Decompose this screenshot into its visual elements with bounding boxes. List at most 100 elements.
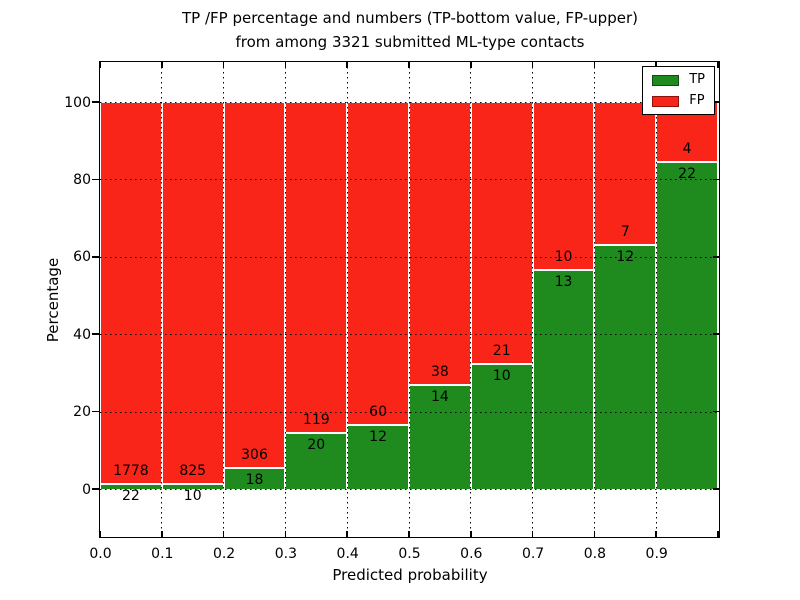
bar-fp — [347, 102, 409, 425]
x-tick-mark — [408, 62, 410, 68]
vertical-gridline — [284, 62, 286, 536]
bar-value-label-fp: 4 — [682, 140, 692, 157]
x-tick-mark — [655, 62, 657, 68]
bar-fp — [532, 102, 595, 271]
x-tick-mark — [222, 531, 225, 537]
vertical-gridline — [470, 62, 472, 536]
y-tick-mark — [92, 256, 99, 258]
bar-value-label-tp: 10 — [492, 368, 511, 385]
bar-value-label-fp: 7 — [620, 223, 630, 240]
legend-entry-fp: FP — [652, 94, 705, 108]
y-tick-label: 20 — [73, 404, 91, 421]
x-tick-label: 0.2 — [212, 546, 236, 562]
x-tick-label: 0.1 — [151, 546, 174, 562]
y-tick-mark — [92, 488, 99, 490]
y-tick-mark — [713, 256, 719, 258]
bar-value-label-fp: 60 — [369, 403, 387, 420]
x-tick-mark — [284, 62, 287, 68]
x-tick-mark — [346, 62, 348, 68]
y-axis-label: Percentage — [44, 257, 62, 343]
x-tick-label: 0.8 — [583, 546, 607, 562]
horizontal-gridline — [100, 411, 719, 413]
gridlines-layer — [100, 62, 719, 537]
bar-tp — [656, 161, 718, 489]
y-tick-mark — [713, 488, 719, 490]
y-tick-label: 60 — [73, 249, 91, 266]
x-tick-label: 0.4 — [336, 546, 359, 562]
legend-label-fp: FP — [689, 93, 705, 108]
bar-value-label-tp: 18 — [245, 471, 264, 488]
x-tick-mark — [284, 531, 287, 537]
x-tick-label: 0.3 — [274, 546, 298, 562]
y-tick-mark — [92, 101, 99, 103]
horizontal-gridline — [100, 256, 719, 258]
x-tick-label: 0.0 — [89, 546, 112, 562]
x-tick-mark — [655, 531, 657, 537]
vertical-gridline — [593, 62, 595, 536]
chart-title-line1: TP /FP percentage and numbers (TP-bottom… — [182, 9, 638, 27]
legend-swatch-tp-icon — [652, 74, 680, 86]
bar-fp — [100, 102, 162, 485]
x-tick-label: 0.6 — [460, 546, 483, 562]
x-tick-label: 0.5 — [398, 546, 421, 562]
x-tick-mark — [99, 62, 101, 68]
bar-value-label-fp: 119 — [302, 412, 330, 429]
y-tick-mark — [713, 178, 719, 181]
y-tick-mark — [92, 178, 99, 181]
y-tick-label: 80 — [73, 171, 91, 188]
y-tick-mark — [713, 101, 719, 103]
x-tick-mark — [161, 531, 163, 537]
x-tick-mark — [531, 62, 534, 68]
bar-value-label-tp: 12 — [616, 248, 635, 265]
horizontal-gridline — [100, 102, 719, 103]
bar-value-label-fp: 38 — [430, 363, 449, 380]
x-tick-mark — [99, 531, 101, 537]
y-tick-label: 40 — [73, 326, 91, 343]
vertical-gridline — [532, 62, 534, 536]
bar-value-label-fp: 306 — [241, 446, 268, 463]
bar-value-label-fp: 21 — [492, 343, 511, 360]
x-tick-mark — [161, 62, 163, 68]
x-tick-mark — [717, 531, 719, 537]
bar-value-label-tp: 13 — [554, 274, 573, 291]
x-axis-label: Predicted probability — [332, 566, 488, 584]
legend-swatch-fp-icon — [652, 95, 680, 107]
x-tick-label: 0.9 — [645, 546, 668, 562]
plot-area: 1778 22 825 10 306 18 119 20 60 12 38 14 21 10 10 13 7 12… — [92, 61, 720, 538]
bar-value-label-fp: 825 — [179, 463, 207, 480]
horizontal-gridline — [100, 489, 719, 490]
vertical-gridline — [655, 62, 657, 536]
y-tick-label: 0 — [82, 481, 91, 498]
legend-entry-tp: TP — [652, 73, 705, 87]
x-tick-mark — [346, 531, 348, 537]
legend-label-tp: TP — [689, 72, 705, 87]
x-tick-mark — [593, 62, 596, 68]
horizontal-gridline — [100, 179, 719, 181]
bar-value-label-tp: 22 — [121, 488, 140, 505]
y-tick-mark — [92, 410, 99, 413]
bar-value-label-fp: 1778 — [113, 463, 149, 480]
bar-value-label-fp: 10 — [554, 249, 573, 266]
ticks-layer — [92, 62, 719, 537]
x-tick-mark — [531, 531, 534, 537]
y-tick-label: 100 — [64, 94, 91, 111]
chart-title-line2: from among 3321 submitted ML-type contac… — [235, 33, 585, 51]
bar-value-label-tp: 14 — [430, 388, 449, 405]
horizontal-gridline — [100, 334, 719, 336]
y-tick-mark — [713, 333, 719, 335]
bar-fp — [409, 102, 471, 385]
y-tick-mark — [713, 410, 719, 413]
bar-fp — [223, 102, 286, 468]
bar-value-label-tp: 10 — [183, 488, 202, 505]
bar-tp — [470, 364, 533, 489]
x-tick-mark — [222, 62, 225, 68]
vertical-gridline — [161, 62, 163, 536]
y-tick-mark — [92, 333, 99, 335]
x-tick-mark — [408, 531, 410, 537]
vertical-gridline — [408, 62, 410, 536]
vertical-gridline — [223, 62, 225, 536]
x-tick-mark — [717, 62, 719, 68]
legend: TP FP — [642, 66, 715, 115]
bar-value-label-tp: 22 — [678, 165, 696, 182]
